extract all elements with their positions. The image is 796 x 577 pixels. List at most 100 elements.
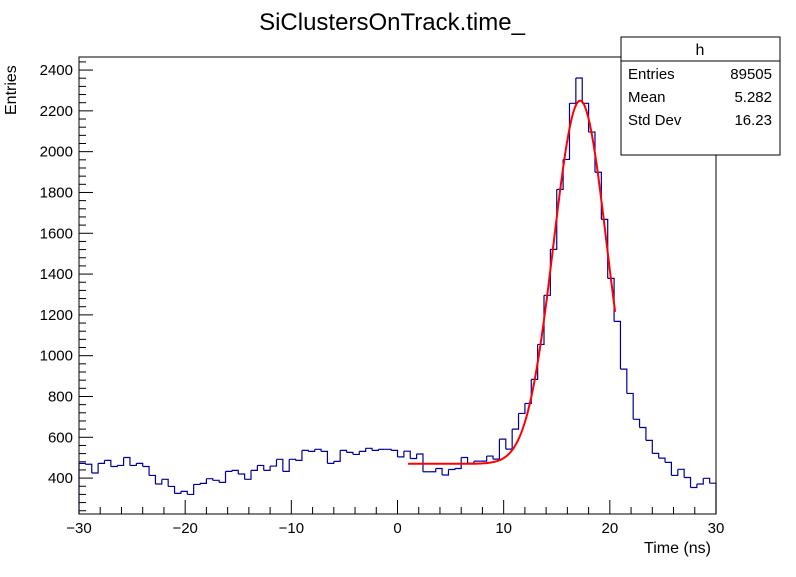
histogram-bin xyxy=(486,455,494,460)
histogram-bin xyxy=(219,471,227,483)
histogram-bin xyxy=(117,457,125,467)
stats-entries-value: 89505 xyxy=(730,66,772,83)
y-tick-label: 800 xyxy=(48,388,73,405)
stats-entries-label: Entries xyxy=(628,66,675,83)
histogram-bin xyxy=(690,484,698,489)
histogram-bin xyxy=(327,461,335,465)
histogram-bin xyxy=(626,392,634,420)
histogram-bin xyxy=(416,453,424,472)
chart-title: SiClustersOnTrack.time_ xyxy=(259,9,525,36)
histogram-bin xyxy=(200,478,207,484)
histogram-bin xyxy=(340,449,348,453)
y-tick-label: 600 xyxy=(48,429,73,446)
histogram-bin xyxy=(250,465,258,471)
histogram-bin xyxy=(180,490,188,495)
histogram-bin xyxy=(665,461,673,476)
histogram-bin xyxy=(531,344,539,380)
y-tick-label: 2200 xyxy=(40,103,73,120)
histogram-bin xyxy=(703,477,711,484)
histogram-bin xyxy=(480,456,488,462)
histogram-bin xyxy=(359,448,367,452)
histogram-bin xyxy=(244,470,252,480)
histogram-bin xyxy=(346,451,354,455)
histogram-bin xyxy=(308,449,316,452)
histogram-bin xyxy=(123,456,131,466)
histogram-bin xyxy=(709,482,717,514)
histogram-bin xyxy=(142,465,150,476)
y-tick-label: 1600 xyxy=(40,225,73,242)
histogram-bin xyxy=(257,464,265,471)
histogram-bin xyxy=(321,450,329,464)
histogram-bin xyxy=(633,418,641,428)
histogram-bin xyxy=(448,468,456,471)
histogram-bin xyxy=(187,484,195,496)
histogram-bin xyxy=(85,463,93,473)
x-tick-label: 20 xyxy=(601,520,618,537)
x-axis-label: Time (ns) xyxy=(644,540,711,557)
histogram-bin xyxy=(174,491,182,494)
y-tick-label: 1800 xyxy=(40,184,73,201)
histogram-bin xyxy=(238,473,246,480)
y-tick-label: 1200 xyxy=(40,307,73,324)
histogram-bin xyxy=(410,454,418,460)
x-tick-label: 10 xyxy=(495,520,512,537)
histogram-bin xyxy=(270,459,278,467)
histogram-bin xyxy=(149,474,157,485)
stats-stddev-label: Std Dev xyxy=(628,112,682,129)
x-tick-label: −30 xyxy=(66,520,91,537)
histogram-bin xyxy=(442,469,450,476)
histogram-bin xyxy=(512,413,520,430)
histogram-bin xyxy=(352,451,360,456)
histogram-bin xyxy=(110,465,118,468)
histogram-bin xyxy=(505,429,513,450)
histogram-bin xyxy=(499,438,507,450)
histogram-bin xyxy=(104,459,112,467)
histogram-bin xyxy=(671,469,679,477)
histogram-bin xyxy=(129,463,137,467)
histogram-bin xyxy=(684,476,692,488)
histogram-bin xyxy=(98,460,106,465)
y-tick-label: 1400 xyxy=(40,266,73,283)
y-tick-label: 400 xyxy=(48,470,73,487)
histogram-bin xyxy=(696,478,704,485)
histogram-bin xyxy=(639,426,647,441)
x-tick-label: −10 xyxy=(279,520,304,537)
histogram-bin xyxy=(161,478,169,487)
histogram-bin xyxy=(569,78,577,104)
histogram-bin xyxy=(397,451,405,458)
histogram-bin xyxy=(225,470,233,472)
histogram-bin xyxy=(295,450,303,461)
stats-box-frame xyxy=(620,36,781,156)
stats-box: h Entries 89505 Mean 5.282 Std Dev 16.23 xyxy=(620,36,781,156)
histogram-bin xyxy=(301,449,309,452)
y-axis-label: Entries xyxy=(3,65,20,115)
stats-histogram-name: h xyxy=(696,42,705,59)
histogram-bin xyxy=(403,450,411,459)
fit-curve-group xyxy=(408,99,617,465)
histogram-bin xyxy=(652,452,660,459)
histogram-bin xyxy=(524,379,532,405)
histogram-bin xyxy=(212,479,220,483)
histogram-bin xyxy=(282,459,290,472)
histogram-bin xyxy=(461,456,469,464)
histogram-bin xyxy=(493,439,501,460)
plot-frame xyxy=(78,56,717,515)
histogram-bin xyxy=(384,448,392,451)
stats-mean-value: 5.282 xyxy=(734,89,772,106)
histogram-bin xyxy=(429,468,437,473)
stats-mean-label: Mean xyxy=(628,89,666,106)
histogram-bin xyxy=(168,485,176,494)
x-tick-label: 0 xyxy=(393,520,401,537)
x-tick-label: 30 xyxy=(708,520,725,537)
y-tick-label: 2400 xyxy=(40,62,73,79)
histogram-bin xyxy=(620,368,628,394)
histogram-bin xyxy=(658,457,666,463)
histogram-bin xyxy=(677,468,685,478)
x-tick-label: −20 xyxy=(172,520,197,537)
y-tick-label: 1000 xyxy=(40,348,73,365)
histogram-bin xyxy=(289,458,297,461)
histogram-bin xyxy=(193,483,201,486)
histogram-bin xyxy=(435,467,443,476)
